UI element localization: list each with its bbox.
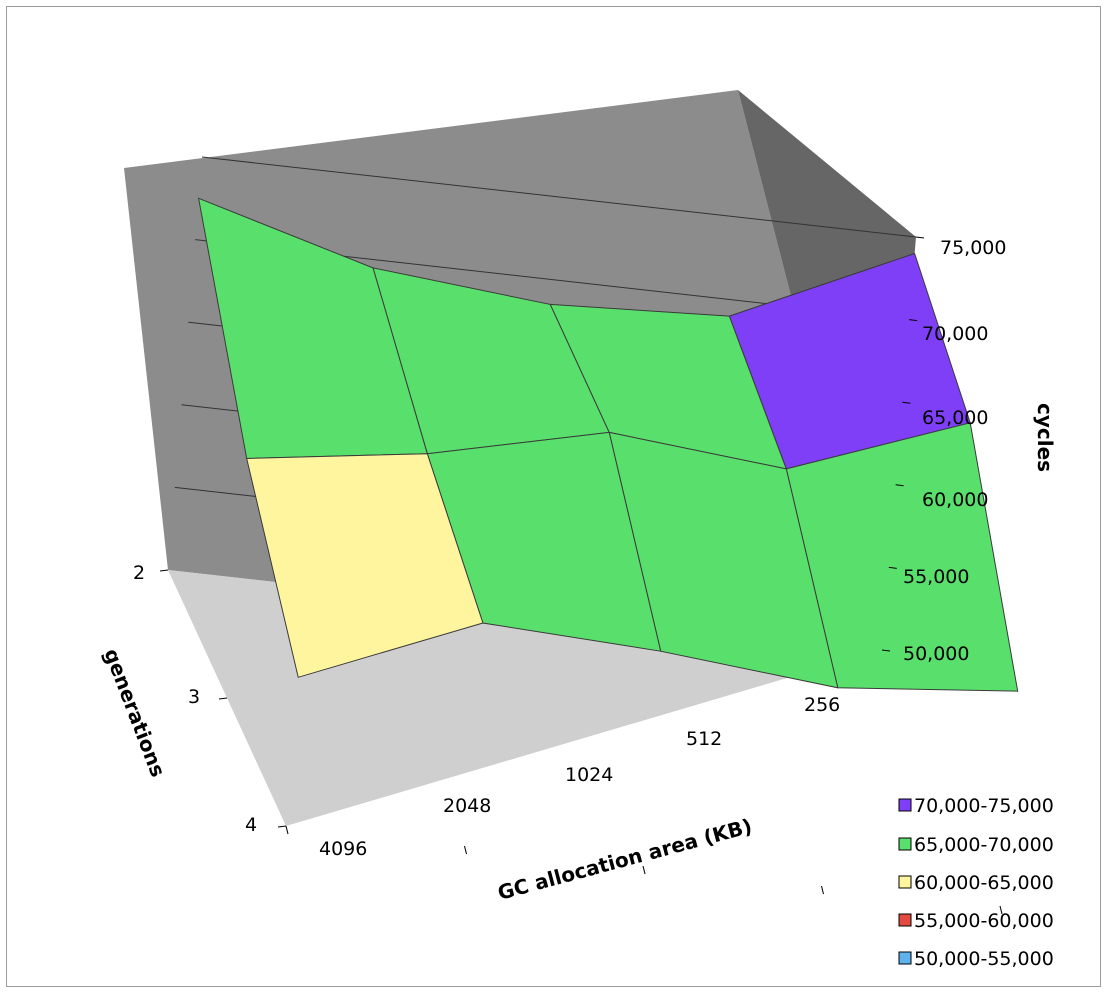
axis-ticks: [159, 236, 1003, 915]
legend-swatch: [898, 798, 912, 812]
tick-mark: [999, 905, 1003, 915]
surface-cell: [246, 453, 484, 678]
surface: [197, 197, 1019, 692]
tick-mark: [464, 845, 467, 855]
z-tick-label: 50,000: [903, 643, 969, 665]
legend-label: 55,000-60,000: [914, 910, 1054, 932]
legend-swatch: [898, 951, 912, 965]
y-tick-label: 4: [245, 814, 257, 836]
tick-mark: [902, 401, 911, 404]
legend-swatch: [898, 913, 912, 927]
tick-mark: [909, 319, 918, 322]
x-tick-label: 1024: [565, 764, 613, 786]
y-tick-label: 3: [188, 686, 200, 708]
legend-label: 65,000-70,000: [914, 834, 1054, 856]
x-tick-label: 512: [686, 728, 722, 750]
tick-mark: [915, 236, 925, 239]
legend-swatch: [898, 875, 912, 889]
tick-mark: [895, 484, 904, 487]
tick-mark: [881, 649, 891, 652]
tick-mark: [642, 865, 646, 875]
x-tick-label: 4096: [319, 838, 367, 860]
tick-mark: [218, 697, 228, 700]
z-tick-label: 65,000: [922, 407, 988, 429]
y-tick-label: 2: [133, 562, 145, 584]
legend-label: 60,000-65,000: [914, 872, 1054, 894]
x-axis-title: GC allocation area (KB): [495, 814, 754, 905]
z-tick-label: 60,000: [922, 489, 988, 511]
z-tick-label: 75,000: [940, 237, 1006, 259]
legend-swatch: [898, 837, 912, 851]
gridline: [201, 156, 917, 238]
legend: 70,000-75,000 65,000-70,000 60,000-65,00…: [898, 795, 1054, 970]
legend-label: 70,000-75,000: [914, 795, 1054, 817]
z-axis-title: cycles: [1033, 403, 1057, 472]
z-tick-label: 55,000: [903, 566, 969, 588]
y-axis-title: generations: [99, 645, 170, 780]
tick-mark: [821, 885, 824, 895]
tick-mark: [888, 566, 897, 569]
tick-mark: [277, 825, 287, 828]
z-tick-label: 70,000: [922, 323, 988, 345]
x-tick-label: 2048: [443, 795, 491, 817]
x-tick-label: 256: [804, 694, 840, 716]
legend-label: 50,000-55,000: [914, 948, 1054, 970]
tick-mark: [285, 825, 289, 835]
tick-mark: [159, 569, 169, 572]
